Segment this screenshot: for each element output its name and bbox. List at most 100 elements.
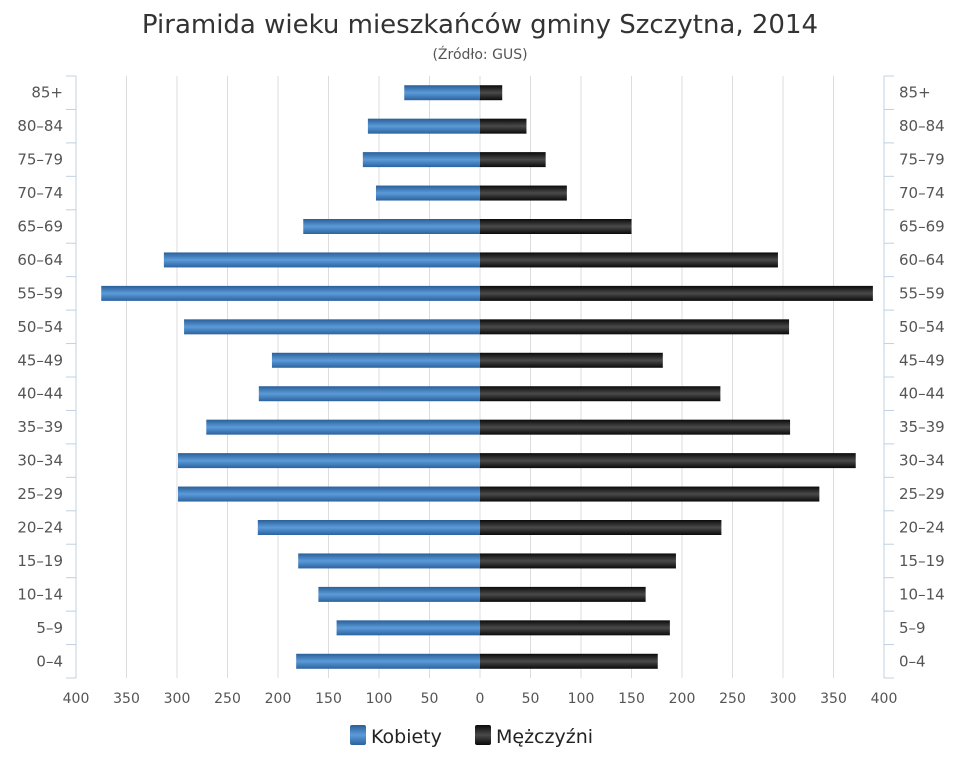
x-tick-label: 0 (476, 691, 485, 707)
bar-kobiety-8[interactable] (258, 386, 480, 402)
category-label-left: 85+ (31, 84, 63, 102)
bar-mezczyzni-12[interactable] (480, 252, 778, 268)
x-tick-label: 200 (669, 691, 696, 707)
category-label-left: 30–34 (17, 452, 63, 470)
category-label-left: 35–39 (17, 418, 63, 436)
category-label-left: 0–4 (36, 652, 63, 670)
bar-mezczyzni-16[interactable] (480, 118, 527, 134)
x-tick-label: 250 (719, 691, 746, 707)
category-label-right: 30–34 (899, 452, 945, 470)
category-labels-left: 0–4 5–9 10–14 15–19 20–24 25–29 30–34 35–39 40–4… (17, 84, 63, 671)
legend-item-kobiety[interactable]: Kobiety (350, 725, 442, 748)
bar-kobiety-15[interactable] (362, 152, 480, 168)
bar-kobiety-12[interactable] (163, 252, 480, 268)
bar-kobiety-6[interactable] (178, 453, 480, 469)
bar-kobiety-5[interactable] (178, 486, 480, 502)
bar-kobiety-7[interactable] (206, 419, 481, 435)
bar-mezczyzni-3[interactable] (480, 553, 676, 569)
category-label-right: 75–79 (899, 151, 945, 169)
category-label-left: 40–44 (17, 385, 63, 403)
x-tick-label: 300 (164, 691, 191, 707)
bar-mezczyzni-9[interactable] (480, 352, 663, 368)
category-label-right: 10–14 (899, 585, 945, 603)
axes (66, 75, 894, 679)
x-tick-label: 400 (63, 691, 90, 707)
bars (101, 85, 873, 669)
x-tick-label: 150 (618, 691, 645, 707)
category-label-left: 15–19 (17, 552, 63, 570)
legend-item-mezczyzni[interactable]: Mężczyźni (475, 725, 593, 748)
category-label-right: 50–54 (899, 318, 945, 336)
category-labels-right: 0–4 5–9 10–14 15–19 20–24 25–29 30–34 35–39 40–4… (899, 84, 945, 671)
category-label-right: 45–49 (899, 351, 945, 369)
bar-kobiety-17[interactable] (404, 85, 480, 101)
bar-kobiety-1[interactable] (336, 620, 480, 636)
bar-mezczyzni-2[interactable] (480, 586, 646, 602)
category-label-right: 85+ (899, 84, 931, 102)
bar-mezczyzni-7[interactable] (480, 419, 791, 435)
category-label-left: 5–9 (36, 619, 63, 637)
category-label-left: 45–49 (17, 351, 63, 369)
bar-mezczyzni-5[interactable] (480, 486, 820, 502)
legend-label-mezczyzni: Mężczyźni (496, 726, 593, 748)
category-label-right: 60–64 (899, 251, 945, 269)
x-tick-label: 400 (871, 691, 898, 707)
chart-title: Piramida wieku mieszkańców gminy Szczytn… (142, 10, 818, 40)
category-label-right: 55–59 (899, 284, 945, 302)
category-label-left: 70–74 (17, 184, 63, 202)
x-tick-label: 150 (315, 691, 342, 707)
x-tick-label: 200 (265, 691, 292, 707)
category-label-left: 75–79 (17, 151, 63, 169)
category-label-left: 10–14 (17, 585, 63, 603)
bar-mezczyzni-4[interactable] (480, 520, 722, 535)
category-label-right: 20–24 (899, 519, 945, 537)
legend-label-kobiety: Kobiety (371, 726, 442, 748)
bar-kobiety-9[interactable] (271, 352, 480, 368)
bar-mezczyzni-14[interactable] (480, 185, 567, 201)
category-label-right: 0–4 (899, 652, 926, 670)
bar-kobiety-4[interactable] (257, 520, 480, 535)
category-label-right: 65–69 (899, 218, 945, 236)
bar-kobiety-2[interactable] (318, 586, 480, 602)
legend-swatch-mezczyzni (475, 725, 491, 745)
x-tick-label: 50 (522, 691, 540, 707)
bar-mezczyzni-6[interactable] (480, 453, 856, 469)
x-tick-label: 250 (214, 691, 241, 707)
category-label-right: 5–9 (899, 619, 926, 637)
category-label-left: 50–54 (17, 318, 63, 336)
bar-kobiety-13[interactable] (303, 219, 480, 234)
x-tick-label: 350 (113, 691, 140, 707)
category-label-right: 70–74 (899, 184, 945, 202)
category-label-left: 60–64 (17, 251, 63, 269)
x-tick-label: 50 (421, 691, 439, 707)
bar-kobiety-3[interactable] (298, 553, 480, 569)
legend[interactable]: Kobiety Mężczyźni (350, 725, 593, 748)
category-label-left: 55–59 (17, 284, 63, 302)
x-tick-label: 300 (770, 691, 797, 707)
bar-mezczyzni-17[interactable] (480, 85, 503, 101)
legend-swatch-kobiety (350, 725, 366, 745)
category-label-right: 15–19 (899, 552, 945, 570)
bar-mezczyzni-0[interactable] (480, 653, 658, 669)
category-label-right: 40–44 (899, 385, 945, 403)
bar-mezczyzni-10[interactable] (480, 319, 790, 335)
bar-mezczyzni-15[interactable] (480, 152, 546, 168)
category-label-left: 80–84 (17, 117, 63, 135)
bar-kobiety-14[interactable] (375, 185, 480, 201)
bar-kobiety-16[interactable] (367, 118, 480, 134)
category-label-left: 65–69 (17, 218, 63, 236)
category-label-right: 35–39 (899, 418, 945, 436)
bar-kobiety-10[interactable] (184, 319, 480, 335)
category-label-right: 80–84 (899, 117, 945, 135)
bar-mezczyzni-11[interactable] (480, 285, 873, 301)
bar-kobiety-0[interactable] (296, 653, 480, 669)
bar-mezczyzni-13[interactable] (480, 219, 632, 234)
category-label-left: 20–24 (17, 519, 63, 537)
bar-mezczyzni-8[interactable] (480, 386, 721, 402)
bar-kobiety-11[interactable] (101, 285, 480, 301)
x-tick-label: 100 (366, 691, 393, 707)
bar-mezczyzni-1[interactable] (480, 620, 670, 636)
category-label-left: 25–29 (17, 485, 63, 503)
x-tick-label: 100 (568, 691, 595, 707)
